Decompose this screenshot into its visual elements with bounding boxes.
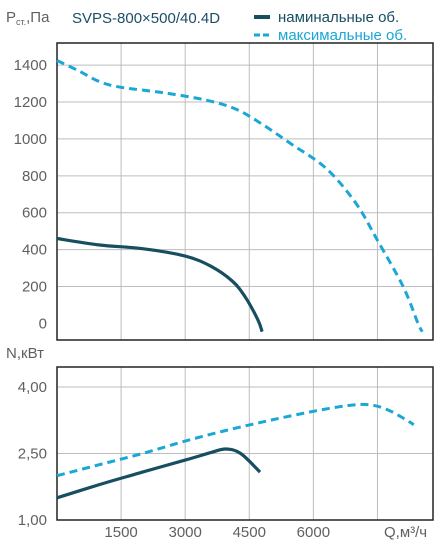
power-tick-label: 1,00 [18, 512, 47, 529]
flow-tick-label: 3000 [168, 524, 201, 541]
power-max-curve [56, 402, 415, 478]
pressure-tick-label: 400 [22, 242, 47, 259]
chart-title: SVPS-800×500/40.4D [72, 10, 220, 27]
pressure-axis-label: Pст.,Па [6, 9, 50, 27]
legend-max-label: максимальные об. [278, 27, 407, 44]
power-tick-label: 4,00 [18, 379, 47, 396]
flow-axis-label: Q,м³/ч [384, 524, 427, 541]
pressure-tick-label: 1400 [14, 57, 47, 74]
legend-nominal-label: наминальные об. [278, 9, 399, 26]
pressure-nominal-curve [56, 236, 264, 333]
pressure-tick-label: 1200 [14, 94, 47, 111]
power-axis-label: N,кВт [6, 345, 44, 362]
power-plot-frame [56, 366, 434, 521]
flow-tick-label: 1500 [104, 524, 137, 541]
power-panel: N,кВт 4,00 2,50 1,00 1500 3000 4500 6000 Q,м³… [6, 345, 434, 541]
pressure-tick-label: 0 [39, 315, 47, 332]
power-tick-label: 2,50 [18, 445, 47, 462]
pressure-tick-label: 600 [22, 205, 47, 222]
pressure-plot-frame [56, 42, 434, 341]
power-nominal-curve [56, 447, 262, 500]
pressure-tick-label: 200 [22, 279, 47, 296]
pressure-tick-label: 800 [22, 168, 47, 185]
flow-tick-label: 6000 [297, 524, 330, 541]
flow-tick-label: 4500 [233, 524, 266, 541]
pressure-max-curve [56, 59, 424, 333]
pressure-tick-label: 1000 [14, 131, 47, 148]
